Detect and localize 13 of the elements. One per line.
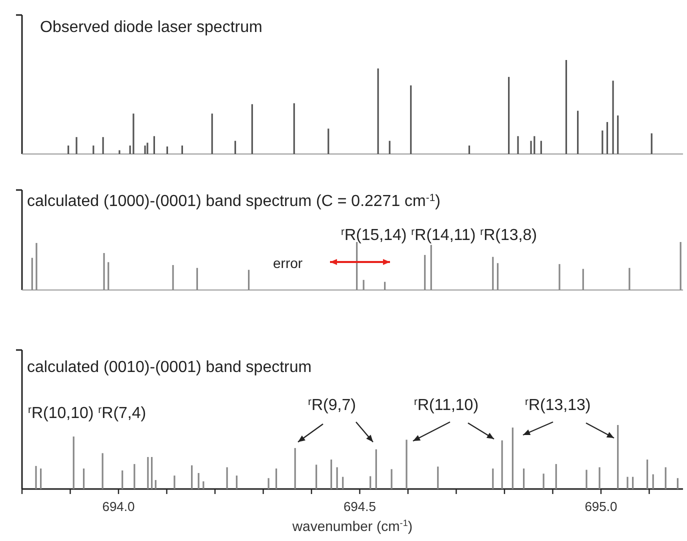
annotation: $^{r}$R(15,14) $^{r}$R(14,11) $^{r}$R(13,8) [341, 226, 537, 244]
chart-title: Observed diode laser spectrum [40, 19, 262, 36]
chart-title: calculated (0010)-(0001) band spectrum [27, 359, 312, 376]
x-tick-label: 694.0 [102, 499, 135, 514]
chart-title: calculated (1000)-(0001) band spectrum (C = 0.2271 cm$^{-1}$) [27, 192, 440, 210]
text: $^{r}$R(13,13) [525, 396, 591, 414]
x-tick-label: 694.5 [343, 499, 376, 514]
text: $^{r}$R(11,10) [414, 396, 479, 414]
x-tick-label: 695.0 [584, 499, 618, 514]
x-axis-title: wavenumber (cm$^{-1}$) [291, 518, 413, 534]
text: $^{r}$R(10,10) $^{r}$R(7,4) [28, 404, 146, 422]
annotation: error [273, 255, 303, 271]
text: $^{r}$R(9,7) [308, 396, 356, 414]
